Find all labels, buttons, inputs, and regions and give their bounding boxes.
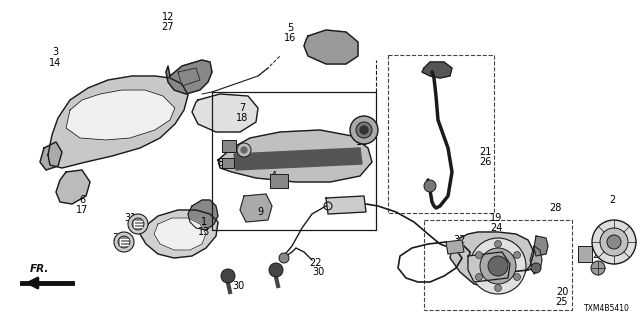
Circle shape <box>350 116 378 144</box>
Text: 24: 24 <box>490 223 502 233</box>
Circle shape <box>476 274 483 281</box>
Polygon shape <box>446 240 464 254</box>
Text: 19: 19 <box>490 213 502 223</box>
Text: 10: 10 <box>222 143 234 153</box>
Bar <box>222 158 234 168</box>
Polygon shape <box>234 148 362 170</box>
Polygon shape <box>218 130 372 182</box>
Text: 14: 14 <box>49 58 61 68</box>
Text: 8: 8 <box>217 158 223 168</box>
Text: 30: 30 <box>232 281 244 291</box>
Text: 4: 4 <box>271 171 277 181</box>
Text: 30: 30 <box>312 267 324 277</box>
Text: 12: 12 <box>162 12 174 22</box>
Text: 20: 20 <box>556 287 568 297</box>
Circle shape <box>476 252 483 259</box>
Circle shape <box>592 220 636 264</box>
Text: 9: 9 <box>257 207 263 217</box>
Polygon shape <box>56 170 90 204</box>
Text: 25: 25 <box>556 297 568 307</box>
Bar <box>388 55 494 213</box>
Text: 27: 27 <box>162 22 174 32</box>
Polygon shape <box>304 30 358 64</box>
Circle shape <box>513 274 520 281</box>
Circle shape <box>480 248 516 284</box>
Circle shape <box>531 263 541 273</box>
Polygon shape <box>422 62 452 78</box>
Text: 29: 29 <box>592 250 604 260</box>
Circle shape <box>128 214 148 234</box>
Text: 28: 28 <box>549 203 561 213</box>
Bar <box>222 140 236 152</box>
Circle shape <box>279 253 289 263</box>
Circle shape <box>470 238 526 294</box>
Polygon shape <box>468 252 510 282</box>
Polygon shape <box>140 210 218 258</box>
Text: 32: 32 <box>454 235 466 245</box>
Text: 6: 6 <box>79 195 85 205</box>
Bar <box>578 246 592 262</box>
Circle shape <box>269 263 283 277</box>
Text: 18: 18 <box>236 113 248 123</box>
Polygon shape <box>192 94 258 132</box>
Text: 2: 2 <box>609 195 615 205</box>
Circle shape <box>591 261 605 275</box>
Text: 31: 31 <box>112 233 124 243</box>
Bar <box>424 220 572 310</box>
Text: TXM4B5410: TXM4B5410 <box>584 304 630 313</box>
Circle shape <box>360 126 368 134</box>
Circle shape <box>118 236 130 248</box>
Circle shape <box>607 235 621 249</box>
Text: 13: 13 <box>198 227 210 237</box>
Circle shape <box>132 218 144 230</box>
Circle shape <box>495 284 502 292</box>
Circle shape <box>600 228 628 256</box>
Polygon shape <box>48 76 188 168</box>
Circle shape <box>513 252 520 259</box>
Circle shape <box>495 241 502 247</box>
Bar <box>270 174 288 188</box>
Text: FR.: FR. <box>30 264 49 274</box>
Circle shape <box>488 256 508 276</box>
Polygon shape <box>66 90 175 140</box>
Text: 11: 11 <box>356 137 368 147</box>
Text: 22: 22 <box>310 258 323 268</box>
Polygon shape <box>154 218 206 250</box>
Circle shape <box>221 269 235 283</box>
Text: 15: 15 <box>274 181 286 191</box>
Polygon shape <box>326 196 366 214</box>
Polygon shape <box>450 232 534 288</box>
Polygon shape <box>188 200 218 230</box>
Text: 17: 17 <box>76 205 88 215</box>
Circle shape <box>424 180 436 192</box>
Polygon shape <box>40 142 62 170</box>
Circle shape <box>237 143 251 157</box>
Circle shape <box>356 122 372 138</box>
Text: 3: 3 <box>52 47 58 57</box>
Text: 26: 26 <box>479 157 491 167</box>
Text: 7: 7 <box>239 103 245 113</box>
Text: 23: 23 <box>328 200 340 210</box>
Polygon shape <box>534 236 548 256</box>
Text: 16: 16 <box>284 33 296 43</box>
Text: 31: 31 <box>124 213 136 223</box>
Polygon shape <box>530 246 542 274</box>
Text: 21: 21 <box>479 147 491 157</box>
Bar <box>212 92 376 230</box>
Circle shape <box>114 232 134 252</box>
Polygon shape <box>166 60 212 94</box>
Circle shape <box>241 147 247 153</box>
Polygon shape <box>240 194 272 222</box>
Text: 1: 1 <box>201 217 207 227</box>
Text: 5: 5 <box>287 23 293 33</box>
